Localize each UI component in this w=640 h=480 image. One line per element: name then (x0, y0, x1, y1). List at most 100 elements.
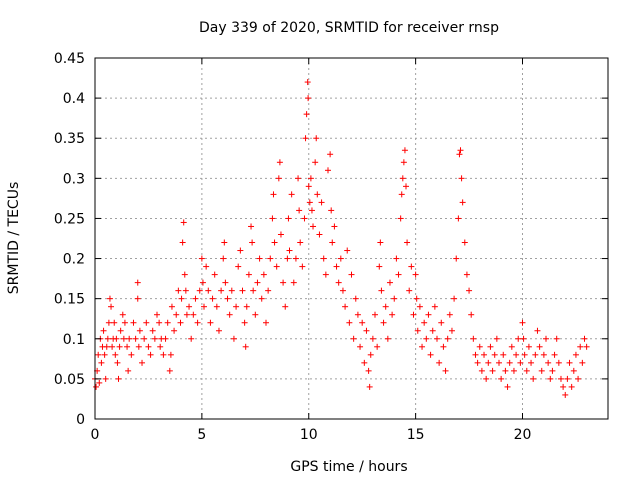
data-point (104, 335, 111, 342)
data-point (380, 319, 387, 326)
y-tick-label: 0.2 (63, 252, 85, 268)
y-tick-label: 0.15 (54, 292, 85, 308)
data-point (440, 343, 447, 350)
x-tick-label: 10 (300, 427, 318, 443)
data-point (116, 343, 123, 350)
data-point (442, 367, 449, 374)
data-point (444, 335, 451, 342)
data-point (369, 335, 376, 342)
data-point (354, 311, 361, 318)
data-point (400, 159, 407, 166)
data-point (167, 351, 174, 358)
data-point (124, 343, 131, 350)
y-tick-label: 0.25 (54, 211, 85, 227)
data-point (427, 351, 434, 358)
data-point (493, 335, 500, 342)
data-point (474, 359, 481, 366)
data-point (513, 351, 520, 358)
data-point (226, 311, 233, 318)
data-point (453, 255, 460, 262)
data-point (270, 191, 277, 198)
data-point (290, 279, 297, 286)
data-point (429, 327, 436, 334)
data-point (339, 287, 346, 294)
data-point (288, 191, 295, 198)
data-point (269, 215, 276, 222)
data-point (192, 295, 199, 302)
data-point (186, 303, 193, 310)
data-point (553, 335, 560, 342)
data-point (508, 343, 515, 350)
data-point (470, 335, 477, 342)
data-point (215, 327, 222, 334)
data-point (267, 255, 274, 262)
data-point (384, 335, 391, 342)
data-point (519, 319, 526, 326)
data-point (183, 311, 190, 318)
data-point (106, 295, 113, 302)
data-point (188, 335, 195, 342)
data-point (213, 303, 220, 310)
data-point (352, 295, 359, 302)
data-point (117, 327, 124, 334)
data-point (168, 303, 175, 310)
data-point (305, 95, 312, 102)
data-point (307, 175, 314, 182)
data-point (374, 343, 381, 350)
data-point (406, 287, 413, 294)
data-point (149, 327, 156, 334)
data-point (551, 351, 558, 358)
data-point (280, 279, 287, 286)
data-point (320, 255, 327, 262)
y-axis-label: SRMTID / TECUs (6, 182, 22, 295)
data-point (302, 135, 309, 142)
data-point (328, 207, 335, 214)
x-axis-label: GPS time / hours (290, 459, 407, 475)
data-point (521, 351, 528, 358)
y-tick-label: 0.3 (63, 171, 85, 187)
data-point (205, 287, 212, 294)
data-point (532, 351, 539, 358)
data-point (579, 359, 586, 366)
data-point (228, 287, 235, 294)
data-point (115, 375, 122, 382)
x-tick-label: 20 (514, 427, 532, 443)
data-point (570, 367, 577, 374)
data-point (286, 247, 293, 254)
data-point (425, 311, 432, 318)
data-point (560, 383, 567, 390)
data-point (134, 279, 141, 286)
data-point (145, 343, 152, 350)
data-point (120, 335, 127, 342)
data-point (135, 343, 142, 350)
data-point (190, 311, 197, 318)
data-point (555, 359, 562, 366)
data-point (273, 263, 280, 270)
data-point (126, 335, 133, 342)
data-point (256, 255, 263, 262)
data-point (376, 263, 383, 270)
data-point (132, 335, 139, 342)
data-point (357, 343, 364, 350)
x-tick-label: 15 (407, 427, 425, 443)
data-point (448, 327, 455, 334)
data-point (248, 223, 255, 230)
chart-title: Day 339 of 2020, SRMTID for receiver rns… (199, 20, 499, 36)
data-point (173, 311, 180, 318)
data-point (491, 351, 498, 358)
data-point (276, 159, 283, 166)
data-point (108, 303, 115, 310)
data-point (130, 319, 137, 326)
data-point (252, 311, 259, 318)
data-point (457, 147, 464, 154)
data-point (337, 255, 344, 262)
data-point (95, 351, 102, 358)
data-point (389, 311, 396, 318)
data-point (423, 335, 430, 342)
data-point (451, 295, 458, 302)
data-point (153, 311, 160, 318)
data-point (421, 319, 428, 326)
data-point (333, 263, 340, 270)
data-point (568, 383, 575, 390)
